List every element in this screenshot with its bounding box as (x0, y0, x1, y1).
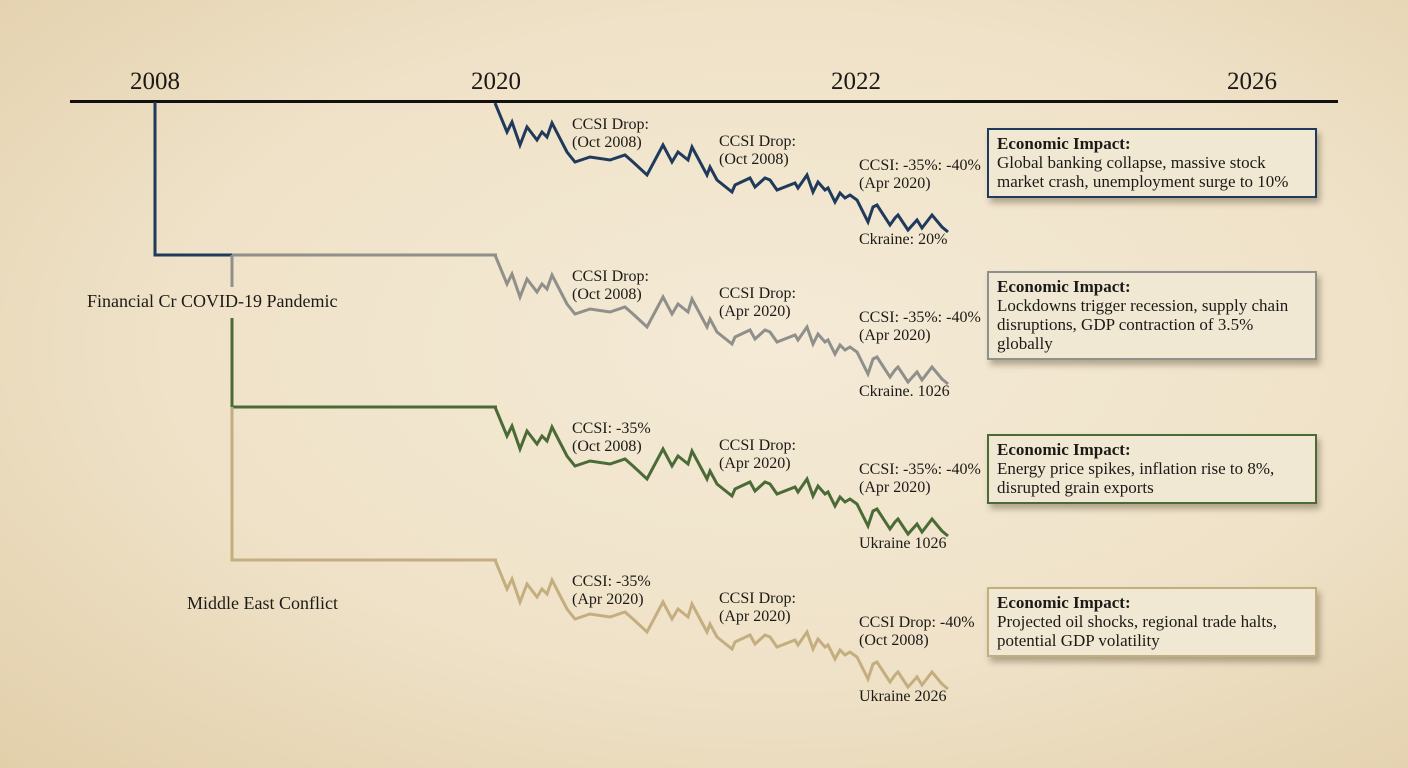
year-label-2020: 2020 (471, 68, 521, 95)
ccsi-annotation: CCSI: -35%: -40% (Apr 2020) (859, 461, 981, 496)
ccsi-annotation: CCSI Drop: (Oct 2008) (572, 116, 649, 151)
series-lines (493, 102, 949, 691)
end-label: Ckraine: 20% (859, 231, 948, 248)
timeline-axis (70, 100, 1338, 103)
connector-ukraine (230, 318, 497, 409)
ccsi-annotation: CCSI Drop: (Apr 2020) (719, 285, 796, 320)
series-line-0 (493, 102, 949, 234)
category-label-financial-covid: Financial Cr COVID-19 Pandemic (87, 291, 338, 311)
impact-text: Energy price spikes, inflation rise to 8… (997, 459, 1275, 497)
year-label-2008: 2008 (130, 68, 180, 95)
connector-covid (230, 253, 497, 287)
impact-title: Economic Impact: (997, 134, 1131, 153)
impact-title: Economic Impact: (997, 440, 1131, 459)
ccsi-annotation: CCSI Drop: -40% (Oct 2008) (859, 614, 975, 649)
impact-title: Economic Impact: (997, 277, 1131, 296)
connector-financial (153, 102, 232, 257)
impact-box-financial: Economic Impact: Global banking collapse… (987, 128, 1317, 198)
impact-text: Lockdowns trigger recession, supply chai… (997, 296, 1289, 353)
end-label: Ukraine 1026 (859, 535, 947, 552)
ccsi-annotation: CCSI Drop: (Apr 2020) (719, 437, 796, 472)
ccsi-annotation: CCSI: -35% (Oct 2008) (572, 420, 651, 455)
year-label-2022: 2022 (831, 68, 881, 95)
end-label: Ckraine. 1026 (859, 383, 950, 400)
ccsi-annotation: CCSI Drop: (Apr 2020) (719, 590, 796, 625)
ccsi-annotation: CCSI Drop: (Oct 2008) (572, 268, 649, 303)
impact-box-middle-east: Economic Impact: Projected oil shocks, r… (987, 587, 1317, 657)
end-label: Ukraine 2026 (859, 688, 947, 705)
connectors (153, 102, 497, 562)
impact-text: Projected oil shocks, regional trade hal… (997, 612, 1277, 650)
series-line-2 (493, 406, 949, 538)
series-line-1 (493, 254, 949, 386)
ccsi-annotation: CCSI: -35% (Apr 2020) (572, 573, 651, 608)
impact-box-ukraine: Economic Impact: Energy price spikes, in… (987, 434, 1317, 504)
connector-middle-east (230, 407, 497, 562)
impact-box-covid: Economic Impact: Lockdowns trigger reces… (987, 271, 1317, 360)
ccsi-annotation: CCSI: -35%: -40% (Apr 2020) (859, 309, 981, 344)
ccsi-annotation: CCSI Drop: (Oct 2008) (719, 133, 796, 168)
category-label-middle-east: Middle East Conflict (187, 593, 338, 613)
year-label-2026: 2026 (1227, 68, 1277, 95)
impact-text: Global banking collapse, massive stock m… (997, 153, 1289, 191)
series-line-3 (493, 559, 949, 691)
impact-title: Economic Impact: (997, 593, 1131, 612)
ccsi-annotation: CCSI: -35%: -40% (Apr 2020) (859, 157, 981, 192)
